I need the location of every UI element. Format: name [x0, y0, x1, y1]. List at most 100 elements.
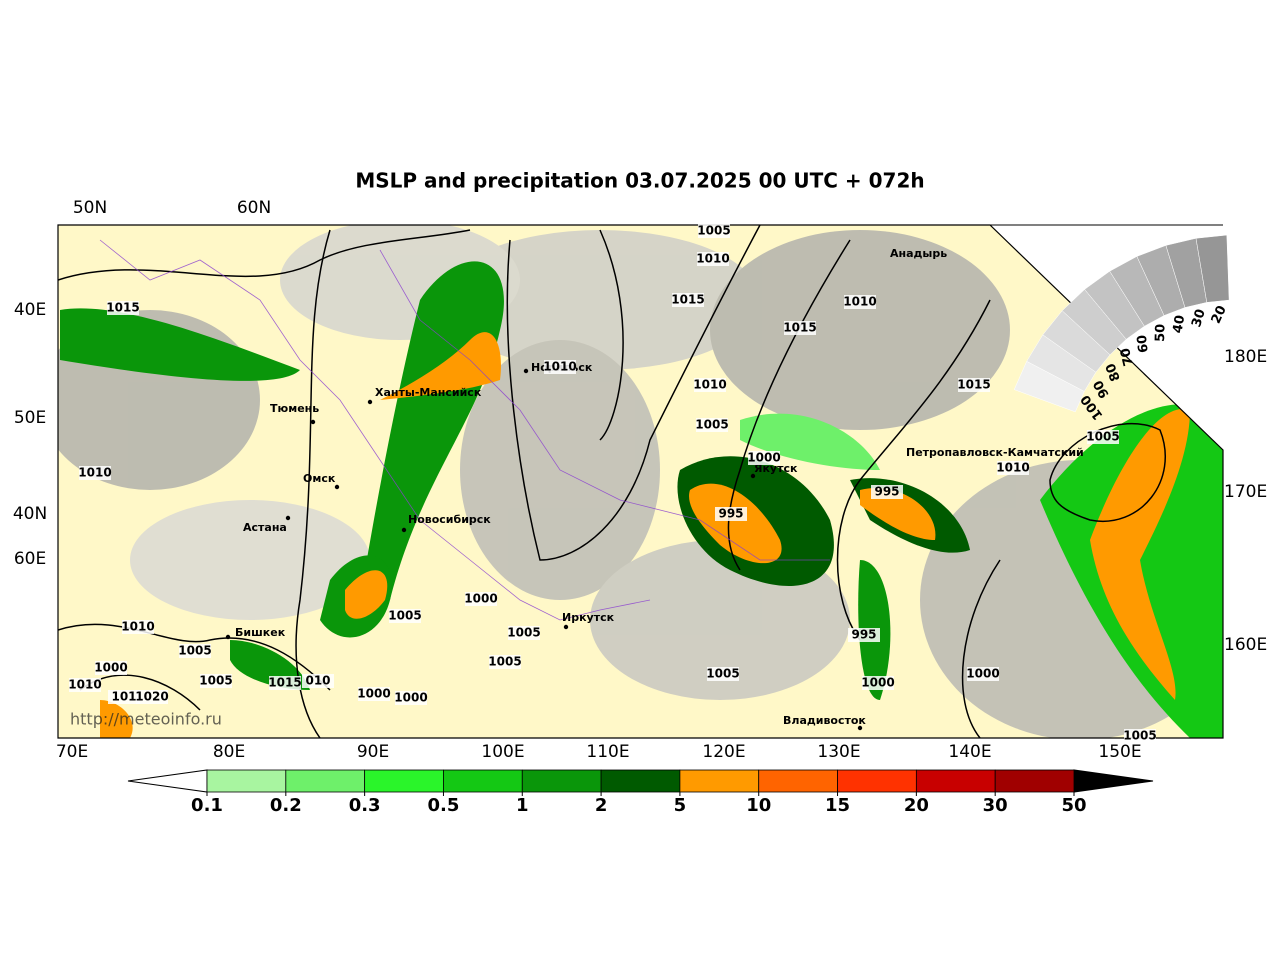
isobar-label-bg: [465, 592, 497, 606]
grid-label: 40E: [14, 300, 46, 320]
colorbar-label: 10: [746, 795, 771, 816]
borders: [99, 239, 830, 621]
city-dot: [750, 473, 756, 479]
lat-label: 60N: [237, 198, 271, 218]
city-dot: [310, 419, 316, 425]
cloud-scale-label: 40: [1171, 314, 1189, 334]
isobar-label-bg: [389, 609, 421, 623]
colorbar-label: 5: [674, 795, 687, 816]
city-dot: [857, 725, 863, 731]
grid-label: 160E: [1224, 635, 1267, 655]
isobar-label-bg: [489, 655, 521, 669]
city-label: Иркутск: [562, 611, 615, 624]
isobar-label: 1015: [268, 676, 301, 690]
isobar-label: 1000: [747, 451, 780, 465]
colorbar-label: 20: [904, 795, 929, 816]
grid-label: 50E: [14, 408, 46, 428]
colorbar-high-arrow: [1073, 769, 1154, 793]
cloud-scale-label: 50: [1153, 324, 1168, 343]
isobar-label-bg: [784, 321, 816, 335]
isobar-label: 1010: [68, 678, 101, 692]
map-frame: [57, 224, 1224, 739]
isobar-label-bg: [95, 661, 127, 675]
city-label: Петропавловск-Камчатский: [906, 446, 1084, 459]
city-dot: [225, 634, 231, 640]
isobar-label-bg: [958, 378, 990, 392]
labels: 50N 60N 40E 50E 40N 60E 180E 170E 160E 70E 80E 90E 1…: [13, 198, 1267, 762]
isobar-label-bg: [358, 687, 390, 701]
watermark: http://meteoinfo.ru: [70, 710, 222, 729]
lon-label: 100E: [481, 742, 524, 762]
isobar-label-bg: [122, 620, 154, 634]
isobar-label-bg: [200, 674, 232, 688]
lon-label: 150E: [1098, 742, 1141, 762]
lon-label: 120E: [702, 742, 745, 762]
isobar-label: 1000: [966, 667, 999, 681]
colorbar-swatch: [285, 769, 366, 793]
isobar-label-bg: [302, 674, 334, 688]
isobar-label-bg: [715, 507, 747, 521]
isobar-label: 1000: [861, 676, 894, 690]
colorbar-label: 0.5: [428, 795, 460, 816]
city-label: Тюмень: [270, 402, 319, 415]
isobar-label: 1005: [507, 626, 540, 640]
isobar-label: 1005: [697, 224, 730, 238]
isobar-label: 995: [718, 507, 743, 521]
isobar-label-bg: [862, 676, 894, 690]
isobar-label-bg: [544, 360, 576, 374]
colorbar-label: 0.3: [349, 795, 381, 816]
colorbar-swatch: [600, 769, 681, 793]
colorbar-label: 0.1: [191, 795, 223, 816]
isobar-label: 1015: [957, 378, 990, 392]
isobar-label-bg: [672, 293, 704, 307]
city-dot: [523, 368, 529, 374]
city-dot: [367, 399, 373, 405]
isobar-label-bg: [967, 667, 999, 681]
colorbar-label: 50: [1061, 795, 1086, 816]
cloud-scale-label: 80: [1103, 361, 1124, 383]
isobar-label-bg: [179, 644, 211, 658]
city-label: Якутск: [754, 462, 798, 475]
isobar-label: 1010: [78, 466, 111, 480]
isobar-label: 1005: [388, 609, 421, 623]
city-label: Астана: [243, 521, 287, 534]
city-label: Бишкек: [235, 626, 286, 639]
city-dot: [334, 484, 340, 490]
city-dot: [285, 515, 291, 521]
title: MSLP and precipitation 03.07.2025 00 UTC…: [355, 169, 924, 193]
isobar-label: 1015: [106, 301, 139, 315]
isobar-label: 995: [851, 628, 876, 642]
isobar-label: 995: [874, 485, 899, 499]
city-label: Новосибирск: [408, 513, 491, 526]
isobar-label: 1020: [135, 690, 168, 704]
isobar-label: 1005: [488, 655, 521, 669]
colorbar-swatch: [521, 769, 602, 793]
cloud-swatch: [1195, 234, 1230, 303]
city-dot: [401, 527, 407, 533]
colorbar-swatch: [679, 769, 760, 793]
isobar-label-bg: [848, 628, 880, 642]
isobar-label: 010: [305, 674, 330, 688]
city-label: Омск: [303, 472, 336, 485]
lon-label: 140E: [948, 742, 991, 762]
isobar-label: 1000: [394, 691, 427, 705]
isobar-label: 1010: [543, 360, 576, 374]
grid-label: 170E: [1224, 482, 1267, 502]
city-label: Владивосток: [783, 714, 866, 727]
isobar-label-bg: [871, 485, 903, 499]
isobar-label-bg: [395, 691, 427, 705]
isobar-label: 1010: [843, 295, 876, 309]
isobar-label: 1005: [199, 674, 232, 688]
isobar-label: 1005: [1086, 430, 1119, 444]
isobar-label-bg: [997, 461, 1029, 475]
isobar-label: 1005: [706, 667, 739, 681]
isobar-label: 101: [111, 690, 136, 704]
isobar-label-bg: [1124, 729, 1156, 743]
colorbar-label: 1: [516, 795, 529, 816]
isobar-label: 1010: [121, 620, 154, 634]
colorbar-low-arrow: [127, 769, 208, 793]
isobar-label: 1000: [94, 661, 127, 675]
grid-label: 180E: [1224, 347, 1267, 367]
